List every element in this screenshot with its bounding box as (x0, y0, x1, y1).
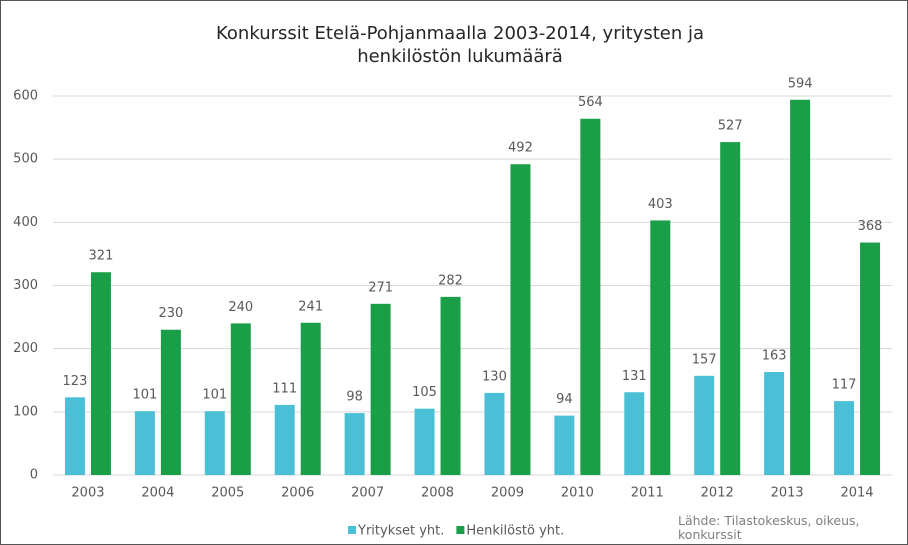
data-label: 157 (692, 352, 717, 367)
data-label: 131 (622, 369, 647, 384)
x-tick-label: 2004 (141, 486, 174, 501)
data-label: 130 (482, 369, 507, 384)
x-tick-label: 2003 (71, 486, 104, 501)
data-label: 98 (346, 390, 363, 405)
data-label: 240 (228, 300, 253, 315)
bar (694, 375, 715, 475)
y-tick-label: 600 (13, 89, 38, 104)
legend-swatch (456, 526, 465, 534)
data-label: 105 (412, 385, 437, 400)
data-label: 282 (438, 273, 463, 288)
bar (370, 303, 391, 475)
y-tick-label: 400 (13, 215, 38, 230)
bar (484, 392, 505, 475)
x-tick-label: 2012 (701, 486, 734, 501)
data-label: 564 (578, 95, 603, 110)
bar (720, 142, 741, 475)
bar (300, 322, 321, 475)
legend-swatch (348, 526, 356, 534)
data-label: 271 (368, 280, 393, 295)
y-tick-label: 200 (13, 341, 38, 356)
x-tick-label: 2010 (561, 486, 594, 501)
x-tick-label: 2005 (211, 486, 244, 501)
bar (64, 397, 85, 475)
y-tick-label: 500 (13, 152, 38, 167)
bar (624, 392, 645, 475)
bar (134, 411, 155, 475)
x-tick-label: 2006 (281, 486, 314, 501)
data-label: 492 (508, 141, 533, 156)
y-tick-label: 100 (13, 404, 38, 419)
bar (790, 99, 811, 475)
bar (834, 401, 855, 475)
data-label: 117 (832, 378, 857, 393)
data-label: 230 (158, 306, 183, 321)
x-tick-label: 2009 (491, 486, 524, 501)
bar (554, 415, 575, 475)
x-tick-label: 2011 (631, 486, 664, 501)
bar (414, 408, 435, 475)
source-note: Lähde: Tilastokeskus, oikeus, konkurssit (678, 513, 860, 542)
chart-title: Konkurssit Etelä-Pohjanmaalla 2003-2014,… (216, 23, 704, 67)
bar (230, 323, 251, 475)
data-label: 111 (272, 381, 297, 396)
data-label: 94 (556, 392, 573, 407)
bar (650, 220, 671, 475)
bar (440, 296, 461, 475)
data-label: 123 (63, 374, 88, 389)
bar (204, 411, 225, 475)
bar (764, 372, 785, 475)
data-label: 101 (132, 388, 157, 403)
bar (510, 164, 531, 475)
bar (344, 413, 365, 475)
bar (274, 404, 295, 475)
bar (160, 329, 181, 475)
data-label: 163 (762, 349, 787, 364)
bar (860, 242, 881, 475)
legend-label: Henkilöstö yht. (466, 524, 564, 539)
data-label: 368 (858, 219, 883, 234)
y-tick-label: 300 (13, 278, 38, 293)
legend-label: Yritykset yht. (357, 524, 444, 539)
data-label: 241 (298, 299, 323, 314)
x-tick-label: 2007 (351, 486, 384, 501)
y-tick-label: 0 (30, 468, 38, 483)
data-label: 594 (788, 76, 813, 91)
bar (90, 272, 111, 475)
data-label: 527 (718, 119, 743, 134)
data-label: 101 (202, 388, 227, 403)
data-label: 321 (89, 249, 114, 264)
x-tick-label: 2008 (421, 486, 454, 501)
x-tick-label: 2014 (840, 486, 873, 501)
data-label: 403 (648, 197, 673, 212)
bar (580, 118, 601, 476)
x-tick-label: 2013 (771, 486, 804, 501)
